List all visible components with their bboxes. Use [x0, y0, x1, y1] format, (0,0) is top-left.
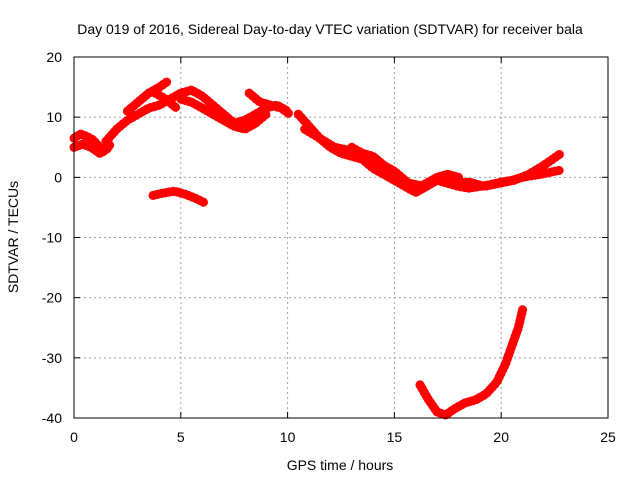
x-tick-label: 20 — [493, 429, 509, 445]
x-tick-label: 15 — [387, 429, 403, 445]
x-tick-label: 25 — [600, 429, 616, 445]
x-tick-label: 0 — [70, 429, 78, 445]
y-axis-label: SDTVAR / TECUs — [5, 181, 21, 293]
y-tick-label: 20 — [46, 49, 62, 65]
series-arc-2-markers — [69, 139, 111, 158]
y-tick-label: 10 — [46, 109, 62, 125]
series-arc-6-markers — [176, 94, 271, 134]
series-arc-5-markers — [150, 88, 181, 113]
series-arc-12-markers — [415, 305, 528, 420]
x-tick-label: 5 — [177, 429, 185, 445]
data-series-layer — [69, 76, 566, 420]
y-tick-label: -40 — [42, 410, 62, 426]
y-tick-label: -20 — [42, 290, 62, 306]
series-arc-8-markers — [148, 186, 209, 208]
x-axis-label: GPS time / hours — [287, 457, 394, 473]
y-tick-label: 0 — [54, 169, 62, 185]
series-arc-11-markers — [347, 142, 463, 194]
y-tick-label: -30 — [42, 350, 62, 366]
y-tick-label: -10 — [42, 230, 62, 246]
series-arc-3-markers — [101, 85, 293, 146]
series-arc-7-markers — [244, 88, 295, 119]
axis-tick-labels: 0 5 10 15 20 25 -40 -30 -20 -10 0 10 20 — [42, 49, 616, 445]
x-tick-label: 10 — [280, 429, 296, 445]
axis-ticks — [73, 56, 609, 419]
chart-title: Day 019 of 2016, Sidereal Day-to-day VTE… — [77, 21, 583, 37]
series-arc-4-markers — [122, 76, 173, 116]
